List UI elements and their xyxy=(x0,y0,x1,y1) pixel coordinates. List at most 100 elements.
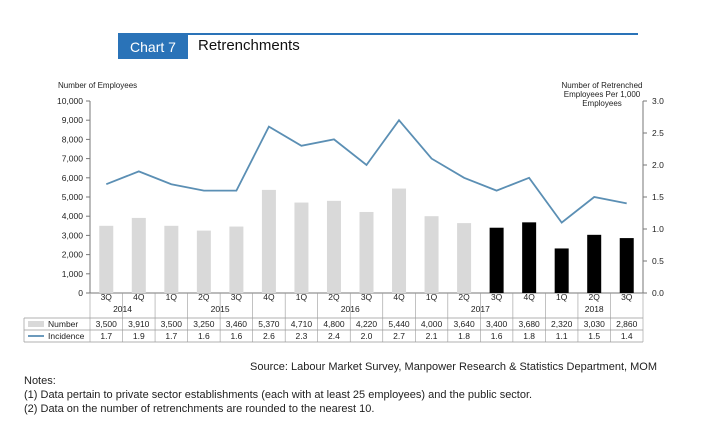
left-tick-label: 8,000 xyxy=(62,134,84,144)
bar-number xyxy=(619,238,634,293)
table-value-number: 3,500 xyxy=(96,319,118,329)
bar-number xyxy=(522,222,537,293)
quarter-label: 4Q xyxy=(393,292,405,302)
table-value-number: 2,860 xyxy=(616,319,638,329)
left-axis-title: Number of Employees xyxy=(58,81,137,90)
year-label: 2015 xyxy=(211,304,230,314)
bar-number xyxy=(196,230,211,293)
table-value-incidence: 1.7 xyxy=(165,331,177,341)
right-axis-title: Number of Retrenched Employees Per 1,000 E… xyxy=(562,81,643,108)
quarter-label: 1Q xyxy=(556,292,568,302)
bar-number xyxy=(261,189,276,293)
table-value-incidence: 1.1 xyxy=(556,331,568,341)
table-value-incidence: 2.4 xyxy=(328,331,340,341)
chart-header: Chart 7 Retrenchments xyxy=(118,33,638,63)
right-tick-label: 1.5 xyxy=(652,192,664,202)
table-value-incidence: 1.6 xyxy=(491,331,503,341)
table-value-incidence: 1.9 xyxy=(133,331,145,341)
table-value-number: 3,400 xyxy=(486,319,508,329)
table-value-number: 3,500 xyxy=(161,319,183,329)
notes-heading: Notes: xyxy=(24,375,56,387)
table-value-incidence: 2.7 xyxy=(393,331,405,341)
table-value-number: 4,000 xyxy=(421,319,443,329)
table-value-number: 3,030 xyxy=(584,319,606,329)
quarter-label: 2Q xyxy=(589,292,601,302)
left-tick-label: 0 xyxy=(78,288,83,298)
table-value-incidence: 2.3 xyxy=(296,331,308,341)
bar-number xyxy=(489,227,504,293)
bar-number xyxy=(131,217,146,293)
table-value-number: 3,460 xyxy=(226,319,248,329)
table-value-number: 3,680 xyxy=(519,319,541,329)
quarter-label: 2Q xyxy=(198,292,210,302)
table-value-incidence: 1.6 xyxy=(198,331,210,341)
legend-key-number xyxy=(28,321,44,327)
right-tick-label: 3.0 xyxy=(652,96,664,106)
chart-number-badge: Chart 7 xyxy=(118,35,188,59)
table-value-number: 4,710 xyxy=(291,319,313,329)
table-value-incidence: 1.7 xyxy=(100,331,112,341)
quarter-label: 1Q xyxy=(296,292,308,302)
bar-number xyxy=(392,188,407,293)
left-tick-label: 10,000 xyxy=(57,96,83,106)
bar-number xyxy=(359,211,374,293)
chart-title: Retrenchments xyxy=(198,37,300,54)
left-tick-label: 2,000 xyxy=(62,250,84,260)
bar-number xyxy=(554,248,569,293)
bar-number xyxy=(326,200,341,293)
left-tick-label: 6,000 xyxy=(62,173,84,183)
bar-number xyxy=(424,216,439,293)
bar-number xyxy=(99,225,114,293)
table-value-incidence: 2.6 xyxy=(263,331,275,341)
bar-number xyxy=(229,226,244,293)
year-label: 2017 xyxy=(471,304,490,314)
quarter-label: 1Q xyxy=(426,292,438,302)
right-tick-label: 0.5 xyxy=(652,256,664,266)
quarter-label: 3Q xyxy=(621,292,633,302)
header-rule xyxy=(118,33,638,35)
table-value-number: 4,220 xyxy=(356,319,378,329)
left-tick-label: 5,000 xyxy=(62,192,84,202)
quarter-label: 1Q xyxy=(166,292,178,302)
table-value-incidence: 2.0 xyxy=(361,331,373,341)
year-label: 2014 xyxy=(113,304,132,314)
bar-number xyxy=(587,234,602,293)
quarter-label: 2Q xyxy=(458,292,470,302)
right-tick-label: 2.0 xyxy=(652,160,664,170)
bar-number xyxy=(457,223,472,293)
left-tick-label: 4,000 xyxy=(62,211,84,221)
left-tick-label: 1,000 xyxy=(62,269,84,279)
table-value-number: 4,800 xyxy=(323,319,345,329)
table-value-number: 3,910 xyxy=(128,319,150,329)
quarter-label: 3Q xyxy=(491,292,503,302)
table-value-number: 5,370 xyxy=(258,319,280,329)
year-label: 2016 xyxy=(341,304,360,314)
table-value-number: 3,640 xyxy=(453,319,475,329)
bar-number xyxy=(294,202,309,293)
right-tick-label: 1.0 xyxy=(652,224,664,234)
quarter-label: 3Q xyxy=(231,292,243,302)
table-value-number: 5,440 xyxy=(388,319,410,329)
note-item-2: (2) Data on the number of retrenchments … xyxy=(24,403,375,415)
table-value-incidence: 1.8 xyxy=(523,331,535,341)
table-value-incidence: 2.1 xyxy=(426,331,438,341)
table-value-number: 2,320 xyxy=(551,319,573,329)
right-tick-label: 0.0 xyxy=(652,288,664,298)
quarter-label: 2Q xyxy=(328,292,340,302)
quarter-label: 3Q xyxy=(101,292,113,302)
notes-block: Notes: (1) Data pertain to private secto… xyxy=(24,374,532,416)
right-tick-label: 2.5 xyxy=(652,128,664,138)
quarter-label: 3Q xyxy=(361,292,373,302)
left-tick-label: 9,000 xyxy=(62,115,84,125)
quarter-label: 4Q xyxy=(523,292,535,302)
year-label: 2018 xyxy=(585,304,604,314)
left-tick-label: 7,000 xyxy=(62,154,84,164)
retrenchments-chart: Number of Employees Number of Retrenched E… xyxy=(23,81,664,343)
note-item-1: (1) Data pertain to private sector estab… xyxy=(24,389,533,401)
quarter-label: 4Q xyxy=(263,292,275,302)
table-value-incidence: 1.6 xyxy=(230,331,242,341)
quarter-label: 4Q xyxy=(133,292,145,302)
legend-label-incidence: Incidence xyxy=(48,331,85,341)
table-value-incidence: 1.4 xyxy=(621,331,633,341)
table-value-incidence: 1.8 xyxy=(458,331,470,341)
